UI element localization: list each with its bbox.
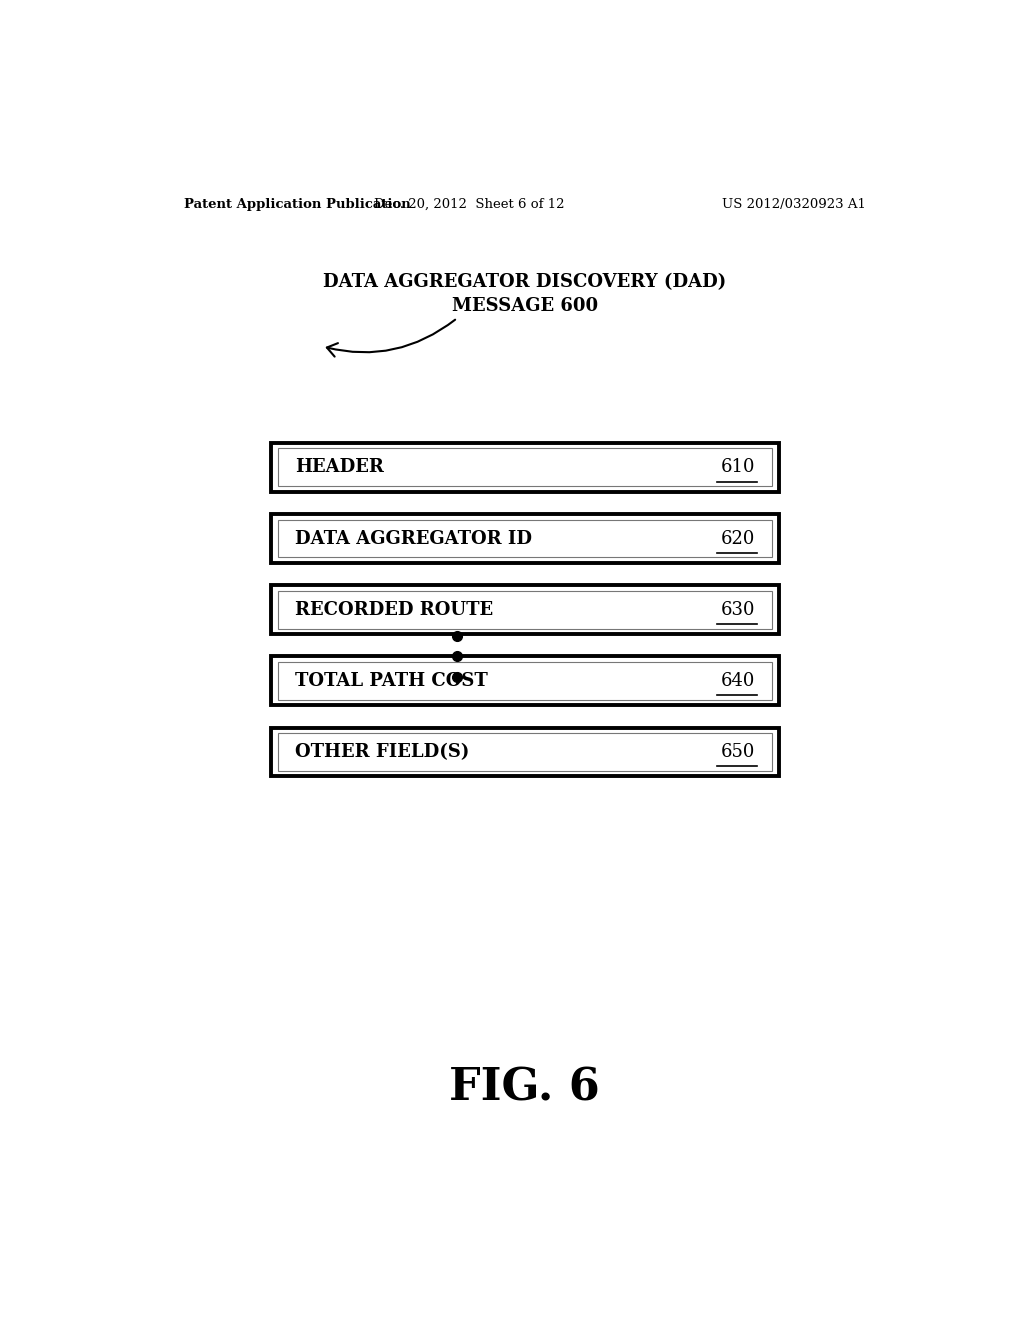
Text: RECORDED ROUTE: RECORDED ROUTE xyxy=(295,601,493,619)
Text: OTHER FIELD(S): OTHER FIELD(S) xyxy=(295,743,469,760)
Bar xyxy=(270,727,778,776)
Bar xyxy=(270,515,778,562)
Text: DATA AGGREGATOR DISCOVERY (DAD): DATA AGGREGATOR DISCOVERY (DAD) xyxy=(324,273,726,292)
Text: FIG. 6: FIG. 6 xyxy=(450,1067,600,1110)
Bar xyxy=(278,661,772,700)
Text: 630: 630 xyxy=(721,601,755,619)
Bar xyxy=(270,585,778,634)
Text: US 2012/0320923 A1: US 2012/0320923 A1 xyxy=(722,198,866,211)
Bar xyxy=(278,449,772,486)
Bar xyxy=(278,591,772,628)
Bar xyxy=(270,656,778,705)
Text: 650: 650 xyxy=(721,743,755,760)
FancyArrowPatch shape xyxy=(327,319,455,356)
Bar xyxy=(278,520,772,557)
Text: TOTAL PATH COST: TOTAL PATH COST xyxy=(295,672,487,690)
Text: MESSAGE 600: MESSAGE 600 xyxy=(452,297,598,314)
Text: 620: 620 xyxy=(721,529,755,548)
Text: Patent Application Publication: Patent Application Publication xyxy=(183,198,411,211)
Text: 640: 640 xyxy=(721,672,755,690)
Text: Dec. 20, 2012  Sheet 6 of 12: Dec. 20, 2012 Sheet 6 of 12 xyxy=(374,198,564,211)
Text: 610: 610 xyxy=(721,458,755,477)
Bar xyxy=(270,444,778,492)
Bar xyxy=(278,733,772,771)
Text: HEADER: HEADER xyxy=(295,458,384,477)
Text: DATA AGGREGATOR ID: DATA AGGREGATOR ID xyxy=(295,529,531,548)
